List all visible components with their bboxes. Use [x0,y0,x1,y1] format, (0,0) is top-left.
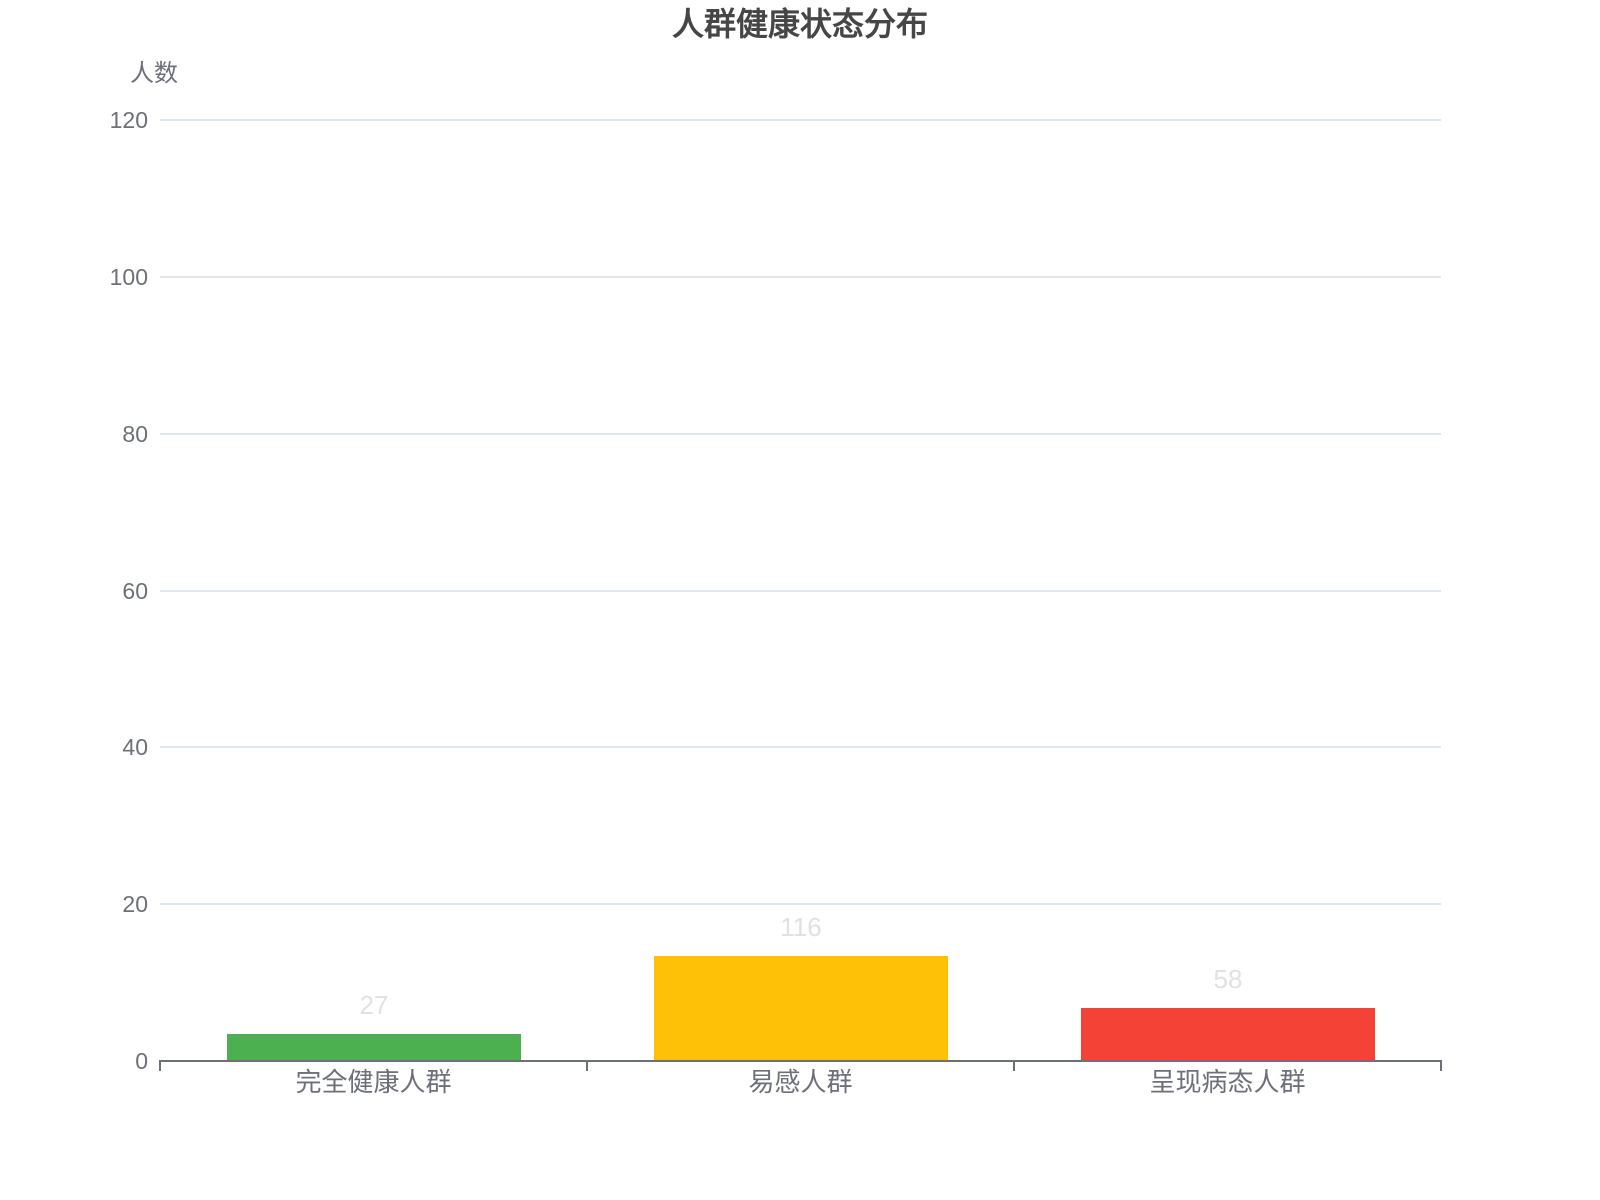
y-axis-tick-label: 100 [109,264,148,290]
y-axis-tick-label: 120 [109,107,148,133]
bar-healthy[interactable] [227,1034,521,1060]
x-axis-line [159,1060,1442,1062]
x-axis-tick [1440,1062,1442,1071]
bar-diseased[interactable] [1081,1008,1375,1060]
gridline [160,903,1441,905]
bar-susceptible[interactable] [654,956,948,1060]
chart-title: 人群健康状态分布 [671,6,928,42]
x-axis-tick [159,1062,161,1071]
x-axis-category-label: 易感人群 [748,1067,853,1097]
gridline [160,119,1441,121]
y-axis-tick-label: 60 [122,578,148,604]
gridline [160,433,1441,435]
x-axis-tick [1013,1062,1015,1071]
y-axis-name: 人数 [130,60,178,87]
gridline [160,746,1441,748]
bar-value-label: 27 [359,990,389,1020]
x-axis-category-label: 呈现病态人群 [1149,1067,1306,1097]
y-axis-tick-label: 40 [122,734,148,760]
gridline [160,590,1441,592]
bar-value-label: 116 [780,912,822,942]
y-axis-tick-label: 20 [122,891,148,917]
y-axis-tick-label: 80 [122,421,148,447]
bar-value-label: 58 [1213,964,1243,994]
y-axis-tick-label: 0 [135,1048,148,1074]
x-axis-category-label: 完全健康人群 [295,1067,452,1097]
x-axis-tick [586,1062,588,1071]
gridline [160,276,1441,278]
